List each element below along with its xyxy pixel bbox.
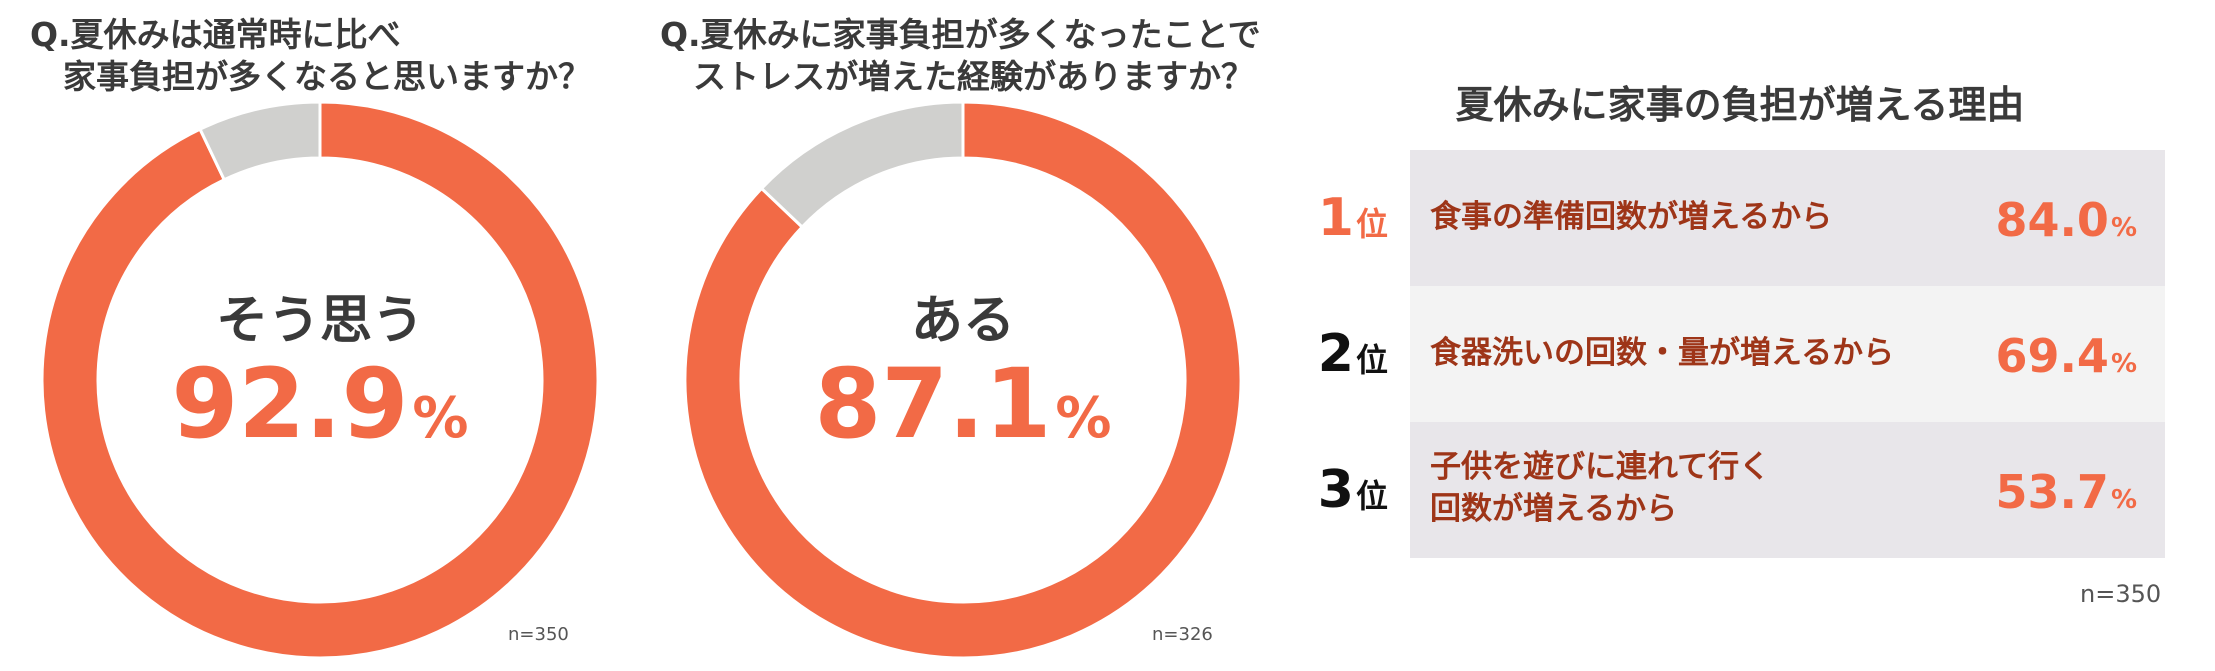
donut-1-slice-1 (40, 100, 600, 660)
rank-3-suffix: 位 (1355, 477, 1388, 515)
reason-1-number: 84.0 (1995, 193, 2109, 247)
donut-1-center-value: 92.9% (40, 352, 600, 471)
reason-row-1: 1位 食事の準備回数が増えるから 84.0% (1300, 150, 2170, 286)
reason-row-3: 3位 子供を遊びに連れて行く 回数が増えるから 53.7% (1300, 422, 2170, 558)
question-1-title: Q.夏休みは通常時に比べ 家事負担が多くなると思いますか？ (30, 15, 591, 96)
reason-row-2: 2位 食器洗いの回数・量が増えるから 69.4% (1300, 286, 2170, 422)
rank-1-digit: 1 (1317, 188, 1354, 248)
reason-1-label: 食事の準備回数が増えるから (1430, 199, 1833, 235)
question-2-title: Q.夏休みに家事負担が多くなったことで ストレスが増えた経験がありますか？ (660, 15, 1261, 96)
rank-number-2: 2位 (1318, 324, 1388, 390)
reason-row-2-bg: 食器洗いの回数・量が増えるから 69.4% (1410, 286, 2165, 422)
rank-number-1: 1位 (1318, 188, 1388, 254)
reason-row-3-bg: 子供を遊びに連れて行く 回数が増えるから 53.7% (1410, 422, 2165, 558)
donut-2-center-value: 87.1% (683, 352, 1243, 471)
reasons-title: 夏休みに家事の負担が増える理由 (1455, 83, 2025, 127)
rank-badge-3: 3位 (1300, 422, 1410, 558)
donut-1-center: そう思う 92.9% (40, 290, 600, 471)
reason-3-label: 子供を遊びに連れて行く 回数が増えるから (1430, 449, 1771, 527)
rank-badge-1: 1位 (1300, 150, 1410, 286)
reason-2-value: 69.4% (1995, 330, 2137, 390)
sample-size-2: n=326 (1152, 624, 1213, 645)
donut-2-value-number: 87.1 (814, 348, 1052, 460)
donut-2-slice-2 (759, 100, 965, 230)
rank-2-digit: 2 (1317, 324, 1354, 384)
rank-3-digit: 3 (1317, 460, 1354, 520)
reason-1-value: 84.0% (1995, 194, 2137, 254)
donut-2-center-label: ある (910, 291, 1015, 351)
donut-1-value-unit: % (412, 386, 469, 451)
reason-3-number: 53.7 (1995, 465, 2109, 519)
rank-badge-2: 2位 (1300, 286, 1410, 422)
reason-3-unit: % (2110, 485, 2137, 515)
reason-row-1-bg: 食事の準備回数が増えるから 84.0% (1410, 150, 2165, 286)
donut-1-center-label: そう思う (215, 291, 424, 351)
reason-3-value: 53.7% (1995, 466, 2137, 526)
sample-size-3: n=350 (2080, 580, 2162, 608)
rank-1-suffix: 位 (1355, 205, 1388, 243)
donut-chart-1 (40, 100, 600, 660)
donut-2-slice-1 (683, 100, 1243, 660)
reason-1-unit: % (2110, 213, 2137, 243)
reason-2-number: 69.4 (1995, 329, 2109, 383)
reason-2-label: 食器洗いの回数・量が増えるから (1430, 335, 1895, 371)
sample-size-1: n=350 (508, 624, 569, 645)
donut-chart-2 (683, 100, 1243, 660)
donut-2-center: ある 87.1% (683, 290, 1243, 471)
rank-2-suffix: 位 (1355, 341, 1388, 379)
reason-2-unit: % (2110, 349, 2137, 379)
donut-1-slice-2 (198, 100, 322, 182)
rank-number-3: 3位 (1318, 460, 1388, 526)
donut-2-value-unit: % (1055, 386, 1112, 451)
donut-1-value-number: 92.9 (171, 348, 409, 460)
